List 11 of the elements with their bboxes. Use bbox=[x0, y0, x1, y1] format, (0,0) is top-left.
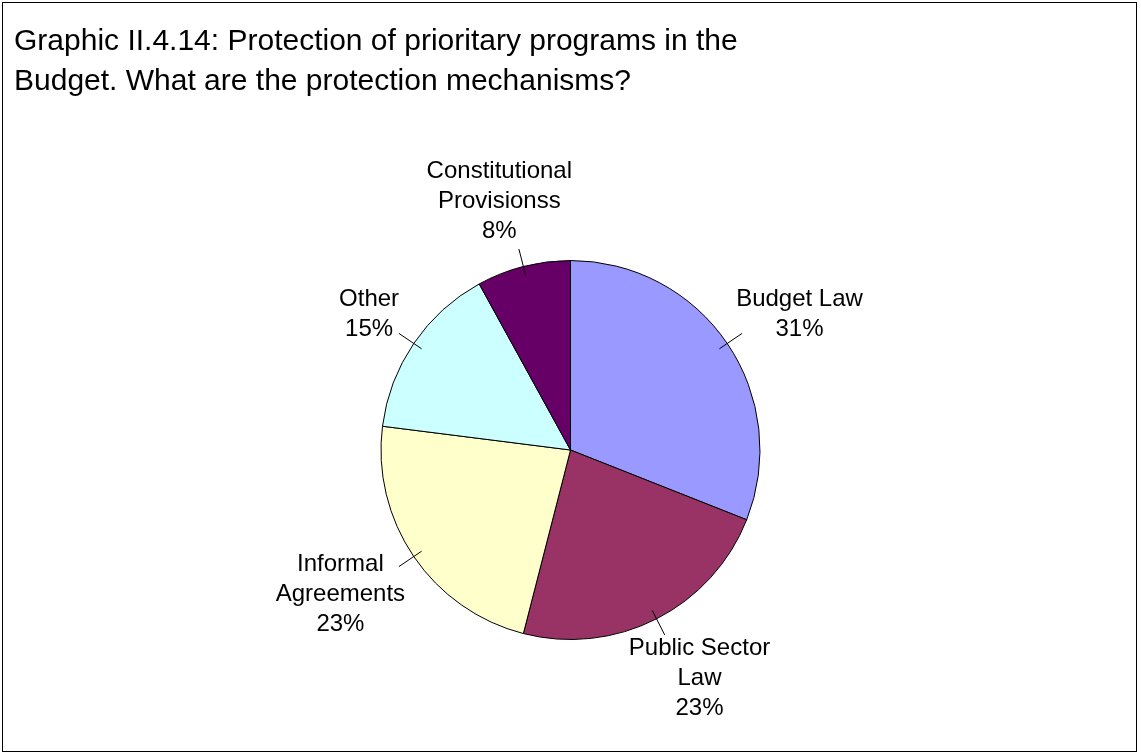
data-label: 8% bbox=[481, 216, 517, 244]
slice-label: Other bbox=[339, 283, 400, 311]
slice-label: Budget Law bbox=[736, 283, 864, 311]
data-label: 23% bbox=[675, 693, 724, 721]
slice-label: Constitutional Provisionss bbox=[426, 156, 573, 214]
slice-label: Public Sector Law bbox=[628, 633, 771, 691]
data-label: 31% bbox=[775, 313, 824, 341]
slice-label: Informal Agreements bbox=[275, 548, 406, 606]
data-label: 23% bbox=[316, 608, 365, 636]
data-label: 15% bbox=[345, 313, 394, 341]
chart-title: Graphic II.4.14: Protection of prioritary programs in the Budget. What are the protection mechanisms? bbox=[14, 22, 739, 98]
